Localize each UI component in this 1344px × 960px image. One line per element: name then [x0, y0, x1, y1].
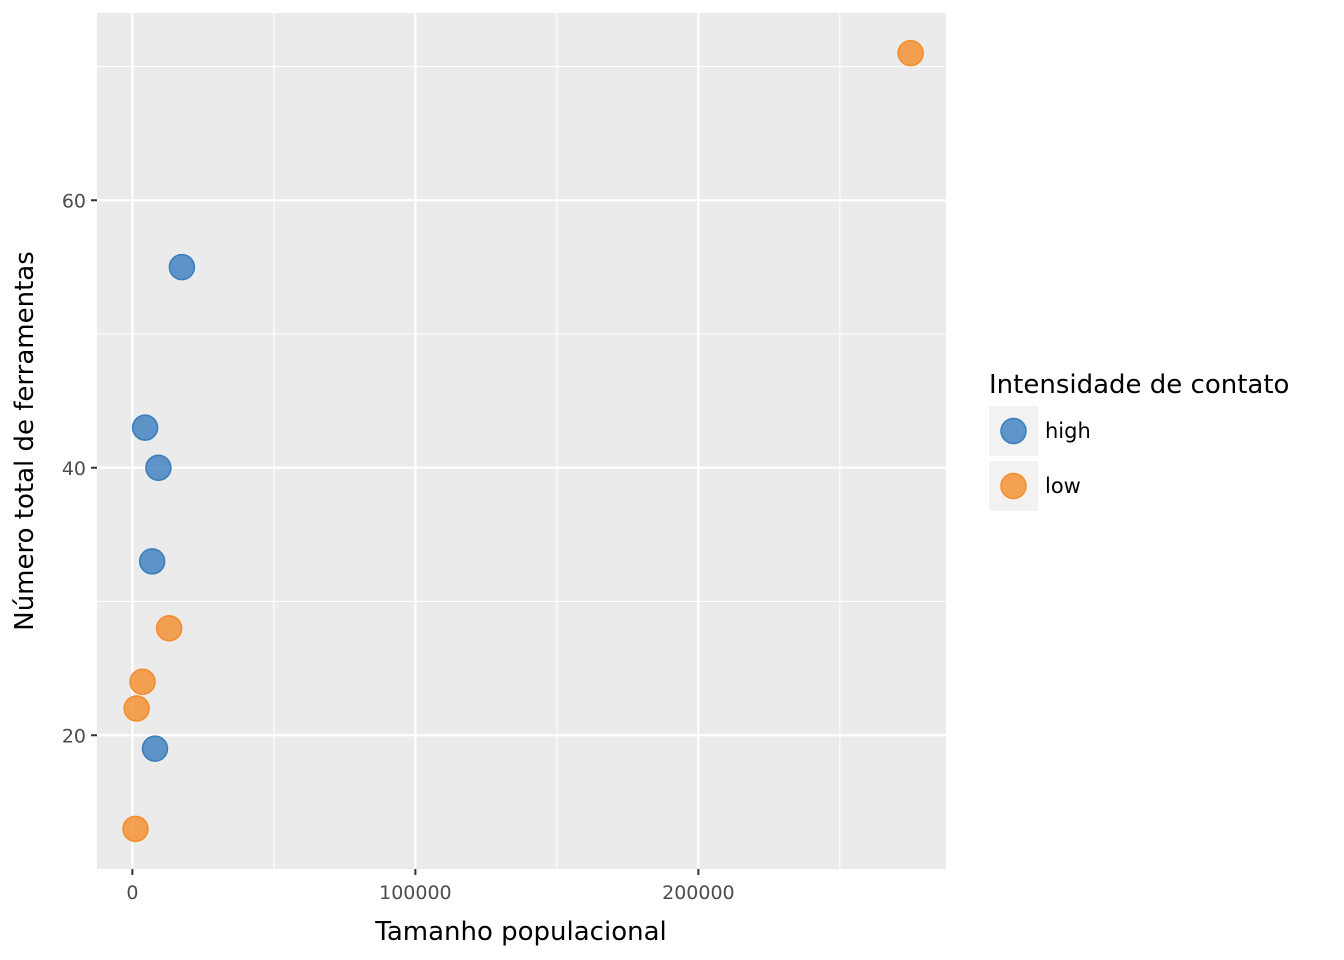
data-point-high — [141, 735, 169, 762]
y-axis: 20 40 60 — [62, 190, 97, 747]
legend-label: high — [1045, 419, 1091, 443]
y-tick-label: 60 — [62, 190, 86, 212]
x-tick-label: 200000 — [662, 882, 735, 904]
data-point-low — [123, 695, 150, 722]
legend-entries: high low — [989, 406, 1091, 511]
x-axis-title: Tamanho populacional — [374, 917, 667, 947]
minor-gridlines — [97, 13, 946, 869]
x-axis: 0 100000 200000 — [126, 869, 735, 904]
major-gridlines — [97, 13, 946, 869]
data-points — [122, 39, 924, 843]
data-point-high — [145, 454, 172, 481]
legend-key-high — [1000, 417, 1027, 445]
legend-title: Intensidade de contato — [989, 370, 1289, 400]
legend-label: low — [1045, 474, 1081, 498]
data-point-high — [131, 414, 159, 441]
legend: Intensidade de contato high low — [989, 370, 1289, 511]
plot-panel — [97, 13, 946, 869]
y-tick-label: 20 — [62, 725, 86, 747]
data-point-low — [122, 815, 149, 843]
data-point-high — [138, 548, 166, 575]
data-point-high — [168, 253, 196, 281]
data-point-low — [155, 615, 183, 642]
data-point-low — [897, 39, 924, 67]
data-point-low — [129, 668, 156, 695]
x-tick-label: 0 — [126, 882, 138, 904]
y-tick-label: 40 — [62, 458, 86, 480]
legend-key-low — [1000, 472, 1027, 500]
x-tick-label: 100000 — [379, 882, 452, 904]
y-axis-title: Número total de ferramentas — [10, 251, 40, 631]
